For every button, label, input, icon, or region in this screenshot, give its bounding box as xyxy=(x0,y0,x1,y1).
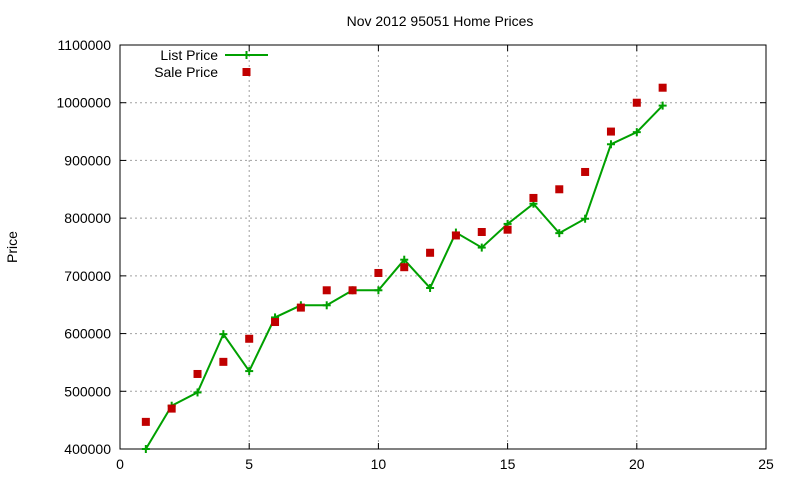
sale-price-point xyxy=(658,83,667,92)
list-price-line xyxy=(144,104,664,450)
y-axis-label: Price xyxy=(4,231,20,263)
x-tick-label: 5 xyxy=(245,456,253,472)
sale-price-point xyxy=(245,334,254,343)
series-1 xyxy=(141,83,667,426)
chart-title: Nov 2012 95051 Home Prices xyxy=(347,13,534,29)
sale-price-point xyxy=(219,357,228,366)
list-price-point xyxy=(555,229,564,238)
legend-swatch-marker xyxy=(242,51,251,59)
list-price-point xyxy=(141,445,150,453)
series-0 xyxy=(141,101,667,453)
sale-price-point xyxy=(193,369,202,378)
x-tick-label: 15 xyxy=(500,456,516,472)
list-price-point xyxy=(193,388,202,397)
x-tick-label: 0 xyxy=(116,456,124,472)
sale-price-point xyxy=(632,98,641,107)
y-tick-label: 1100000 xyxy=(58,37,112,53)
sale-price-point xyxy=(555,185,564,194)
list-price-point xyxy=(400,255,409,264)
plot-frame xyxy=(119,44,767,450)
legend-swatch-marker xyxy=(242,68,251,76)
sale-price-point xyxy=(348,286,357,295)
y-tick-label: 1000000 xyxy=(56,95,111,111)
x-tick-label: 10 xyxy=(371,456,387,472)
sale-price-point xyxy=(477,227,486,236)
list-price-point xyxy=(477,243,486,252)
x-tick-label: 25 xyxy=(758,456,774,472)
sale-price-point xyxy=(529,193,538,202)
y-tick-label: 700000 xyxy=(64,268,111,284)
list-price-point xyxy=(632,128,641,137)
sale-price-point xyxy=(426,248,435,257)
legend-label-1: Sale Price xyxy=(154,64,218,80)
y-tick-label: 500000 xyxy=(64,383,111,399)
sale-price-point xyxy=(296,303,305,312)
y-tick-label: 800000 xyxy=(64,210,111,226)
list-price-point xyxy=(426,283,435,292)
list-price-point xyxy=(658,101,667,110)
sale-price-point xyxy=(581,167,590,176)
list-price-point xyxy=(606,140,615,149)
x-tick-label: 20 xyxy=(629,456,645,472)
axes: 0 5 10 15 20 25 400000 500000 600000 700000 800000… xyxy=(56,37,774,472)
list-price-point xyxy=(374,286,383,295)
sale-price-point xyxy=(322,286,331,295)
sale-price-point xyxy=(167,404,176,413)
list-price-point xyxy=(581,214,590,223)
list-price-point xyxy=(322,301,331,310)
sale-price-point xyxy=(141,417,150,426)
sale-price-point xyxy=(606,127,615,136)
list-price-point xyxy=(245,367,254,376)
y-tick-label: 400000 xyxy=(64,441,111,457)
grid-lines xyxy=(120,45,766,449)
list-price-point xyxy=(219,330,228,339)
sale-price-point xyxy=(271,318,280,327)
legend-label-0: List Price xyxy=(160,47,218,63)
y-tick-label: 900000 xyxy=(64,152,111,168)
y-tick-label: 600000 xyxy=(64,326,111,342)
sale-price-point xyxy=(451,231,460,240)
sale-price-point xyxy=(503,225,512,234)
sale-price-point xyxy=(400,263,409,272)
sale-price-point xyxy=(374,268,383,277)
series xyxy=(141,83,667,453)
